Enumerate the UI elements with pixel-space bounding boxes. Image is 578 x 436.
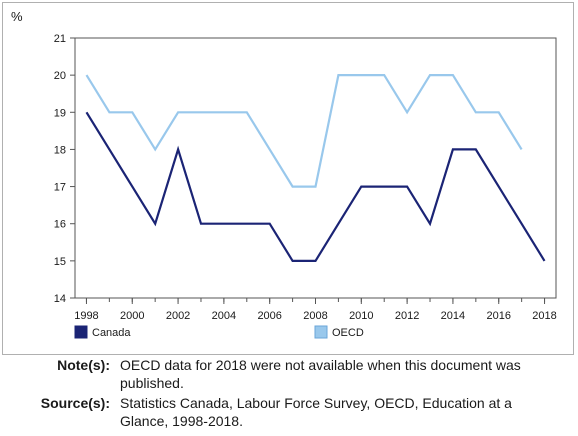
legend: Canada OECD [74, 325, 364, 339]
source-text: Statistics Canada, Labour Force Survey, … [120, 395, 512, 429]
notes-section: Note(s): OECD data for 2018 were not ava… [0, 356, 578, 430]
legend-swatch-oecd [314, 325, 328, 339]
source-row: Source(s): Statistics Canada, Labour For… [0, 394, 578, 430]
note-row: Note(s): OECD data for 2018 were not ava… [0, 356, 578, 392]
chart-frame: % 14 15 16 17 18 19 20 21 1998 2000 2002 2004 2006 2… [2, 2, 574, 355]
y-axis-label: % [11, 9, 23, 24]
x-tick-label: 2018 [532, 310, 556, 322]
x-tick-label: 2016 [486, 310, 510, 322]
series-lines [85, 74, 546, 262]
y-tick-label: 14 [54, 293, 66, 305]
source-label: Source(s): [40, 395, 110, 411]
y-tick-label: 17 [54, 182, 66, 194]
y-tick-label: 18 [54, 144, 66, 156]
x-tick-label: 2006 [257, 310, 281, 322]
series-line-canada [85, 111, 546, 262]
series-line-oecd [85, 74, 523, 188]
x-tick-label: 2000 [120, 310, 144, 322]
line-chart: % 14 15 16 17 18 19 20 21 1998 2000 2002 2004 2006 2… [11, 9, 557, 339]
y-tick-label: 19 [54, 107, 66, 119]
y-tick-label: 16 [54, 219, 66, 231]
y-tick-label: 20 [54, 70, 66, 82]
x-tick-label: 1998 [74, 310, 98, 322]
legend-label-oecd: OECD [332, 327, 364, 339]
legend-swatch-canada [74, 325, 88, 339]
note-text: OECD data for 2018 were not available wh… [120, 357, 521, 391]
x-axis: 1998 2000 2002 2004 2006 2008 2010 2012 2014 2016… [74, 298, 557, 322]
note-label: Note(s): [57, 357, 110, 373]
x-tick-label: 2004 [212, 310, 236, 322]
y-tick-label: 15 [54, 256, 66, 268]
x-tick-label: 2002 [166, 310, 190, 322]
x-tick-label: 2012 [395, 310, 419, 322]
x-tick-label: 2010 [349, 310, 373, 322]
y-axis: 14 15 16 17 18 19 20 21 [54, 33, 75, 305]
x-tick-label: 2008 [303, 310, 327, 322]
legend-label-canada: Canada [92, 327, 131, 339]
y-tick-label: 21 [54, 33, 66, 45]
x-tick-label: 2014 [441, 310, 465, 322]
